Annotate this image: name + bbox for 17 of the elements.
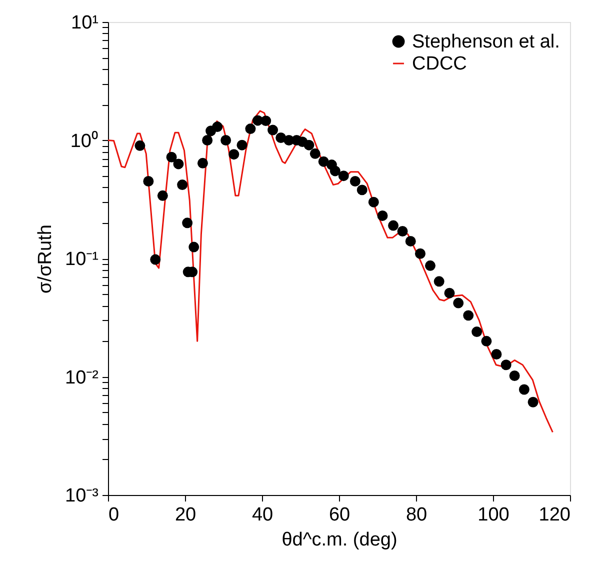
x-tick-label: 40 <box>252 504 274 526</box>
x-tick-label: 0 <box>108 504 120 526</box>
line-series <box>108 110 554 433</box>
y-axis-title: σ/σRuth <box>35 224 56 294</box>
y-tick-label: 10⁰ <box>70 130 98 152</box>
x-tick-label: 20 <box>174 504 196 526</box>
y-tick-label: 10⁻¹ <box>65 249 98 270</box>
x-axis-title: θd^c.m. (deg) <box>282 530 398 550</box>
x-tick-label: 100 <box>478 504 510 526</box>
y-tick-label: 10⁻² <box>65 367 98 388</box>
y-tick-label: 10¹ <box>71 12 98 34</box>
legend-label: CDCC <box>412 54 467 74</box>
y-tick-label: 10⁻³ <box>65 486 98 506</box>
x-tick-label: 80 <box>406 504 428 526</box>
legend-label: Stephenson et al. <box>412 32 560 52</box>
x-tick-label: 60 <box>328 504 350 526</box>
x-tick-label: 120 <box>538 504 570 526</box>
